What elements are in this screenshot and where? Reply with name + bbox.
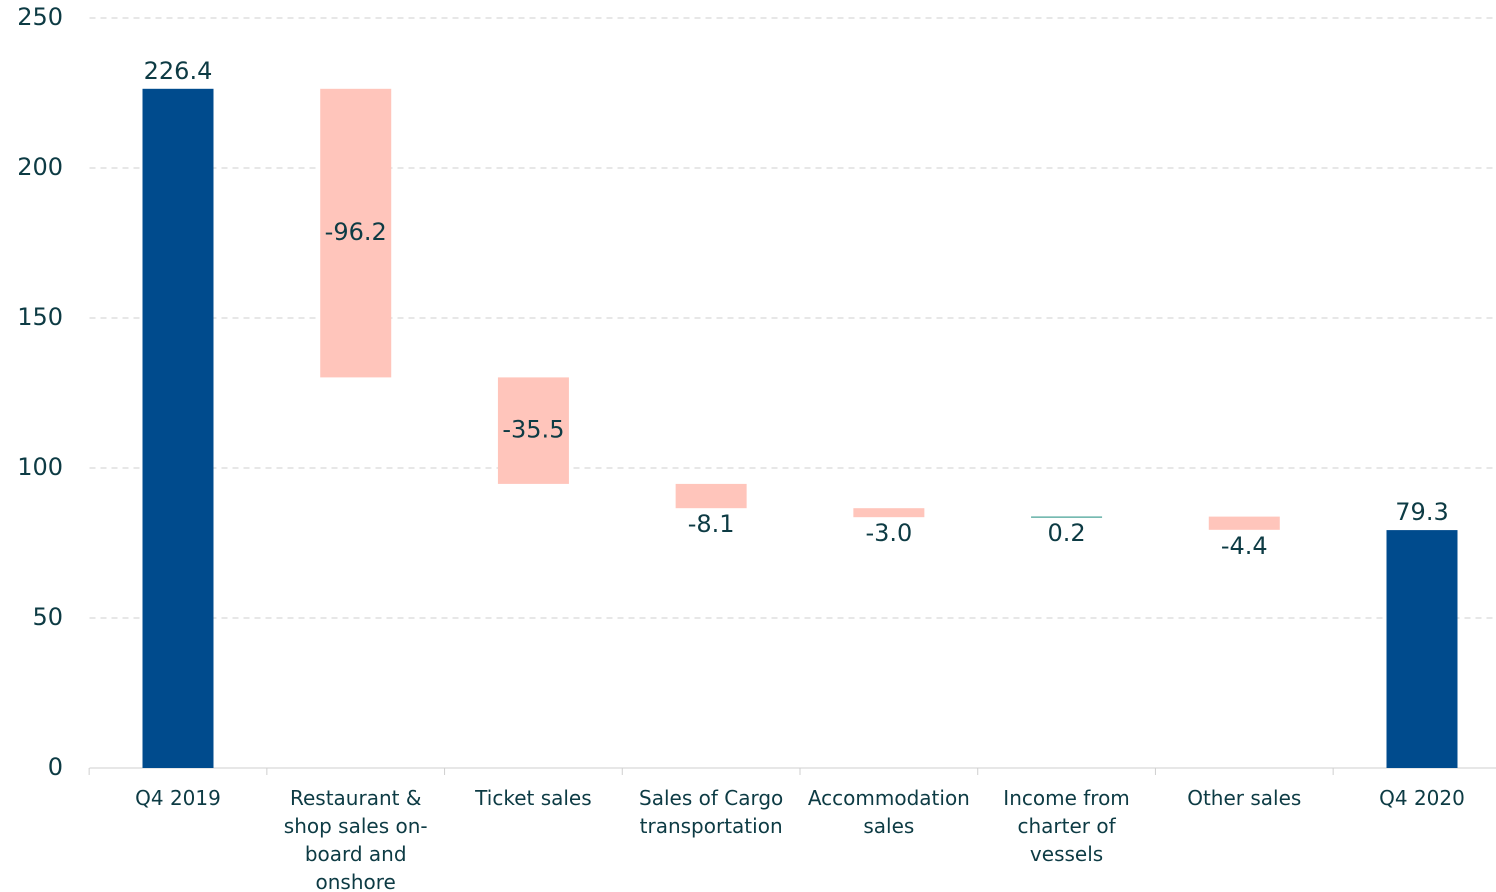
- bar: [675, 483, 747, 509]
- bar: [497, 377, 569, 484]
- bar: [1031, 516, 1103, 518]
- bar: [853, 508, 925, 518]
- x-tick-label: Sales of Cargo transportation: [639, 786, 784, 838]
- value-label: -4.4: [1221, 532, 1268, 560]
- value-label: -96.2: [325, 218, 387, 246]
- y-tick-label: 0: [48, 753, 63, 781]
- y-tick-label: 150: [17, 303, 63, 331]
- bar: [142, 88, 214, 769]
- x-tick-label: Q4 2020: [1379, 786, 1465, 810]
- x-tick-label: Accommodation sales: [807, 786, 970, 838]
- bar: [320, 88, 392, 378]
- value-label: 0.2: [1047, 519, 1085, 547]
- value-label: -8.1: [688, 510, 735, 538]
- bar: [1208, 516, 1280, 530]
- y-tick-label: 250: [17, 3, 63, 31]
- value-label: -3.0: [865, 519, 912, 547]
- y-tick-label: 50: [32, 603, 63, 631]
- value-label: 79.3: [1395, 498, 1448, 526]
- value-label: 226.4: [144, 57, 213, 85]
- value-label: -35.5: [502, 416, 564, 444]
- x-tick-label: Ticket sales: [475, 786, 592, 810]
- bar: [1386, 530, 1458, 768]
- x-tick-label: Other sales: [1187, 786, 1302, 810]
- y-tick-label: 100: [17, 453, 63, 481]
- x-tick-label: Income from charter of vessels: [1003, 786, 1130, 866]
- x-tick-label: Q4 2019: [135, 786, 221, 810]
- x-tick-label: Restaurant & shop sales on-board and ons…: [283, 786, 428, 892]
- y-tick-label: 200: [17, 153, 63, 181]
